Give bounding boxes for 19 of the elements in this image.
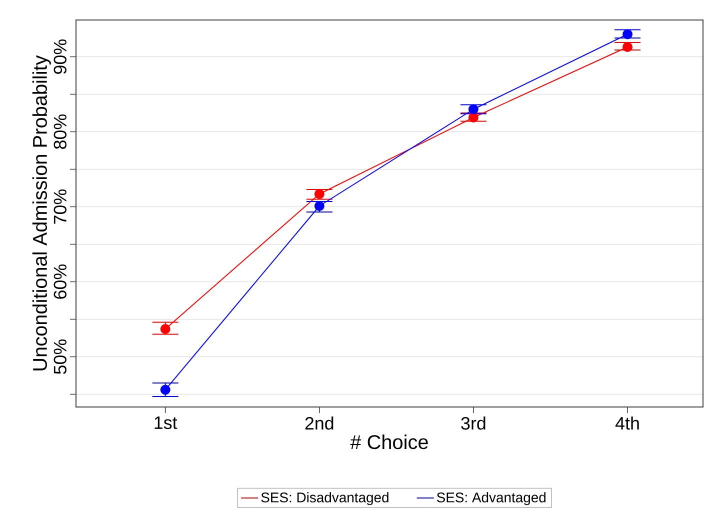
legend-label: SES: Advantaged [436, 492, 546, 506]
x-axis-title: # Choice [350, 434, 428, 450]
x-tick-label: 2nd [305, 416, 334, 430]
y-tick-label: 80% [54, 114, 66, 149]
x-tick-label: 3rd [461, 416, 486, 430]
point [314, 201, 324, 212]
legend-label: SES: Disadvantaged [261, 492, 388, 506]
point [622, 29, 633, 40]
point [468, 112, 478, 123]
x-tick-label: 1st [154, 416, 178, 430]
y-tick-label: 70% [54, 189, 66, 224]
point [468, 104, 478, 114]
x-tick-label: 4th [615, 416, 639, 430]
y-tick-label: 60% [54, 264, 66, 299]
y-tick-label: 50% [54, 339, 66, 374]
y-tick-label: 90% [54, 39, 66, 74]
point [622, 42, 633, 52]
point [314, 189, 324, 200]
y-axis-title: Unconditional Admission Probability [32, 55, 51, 370]
